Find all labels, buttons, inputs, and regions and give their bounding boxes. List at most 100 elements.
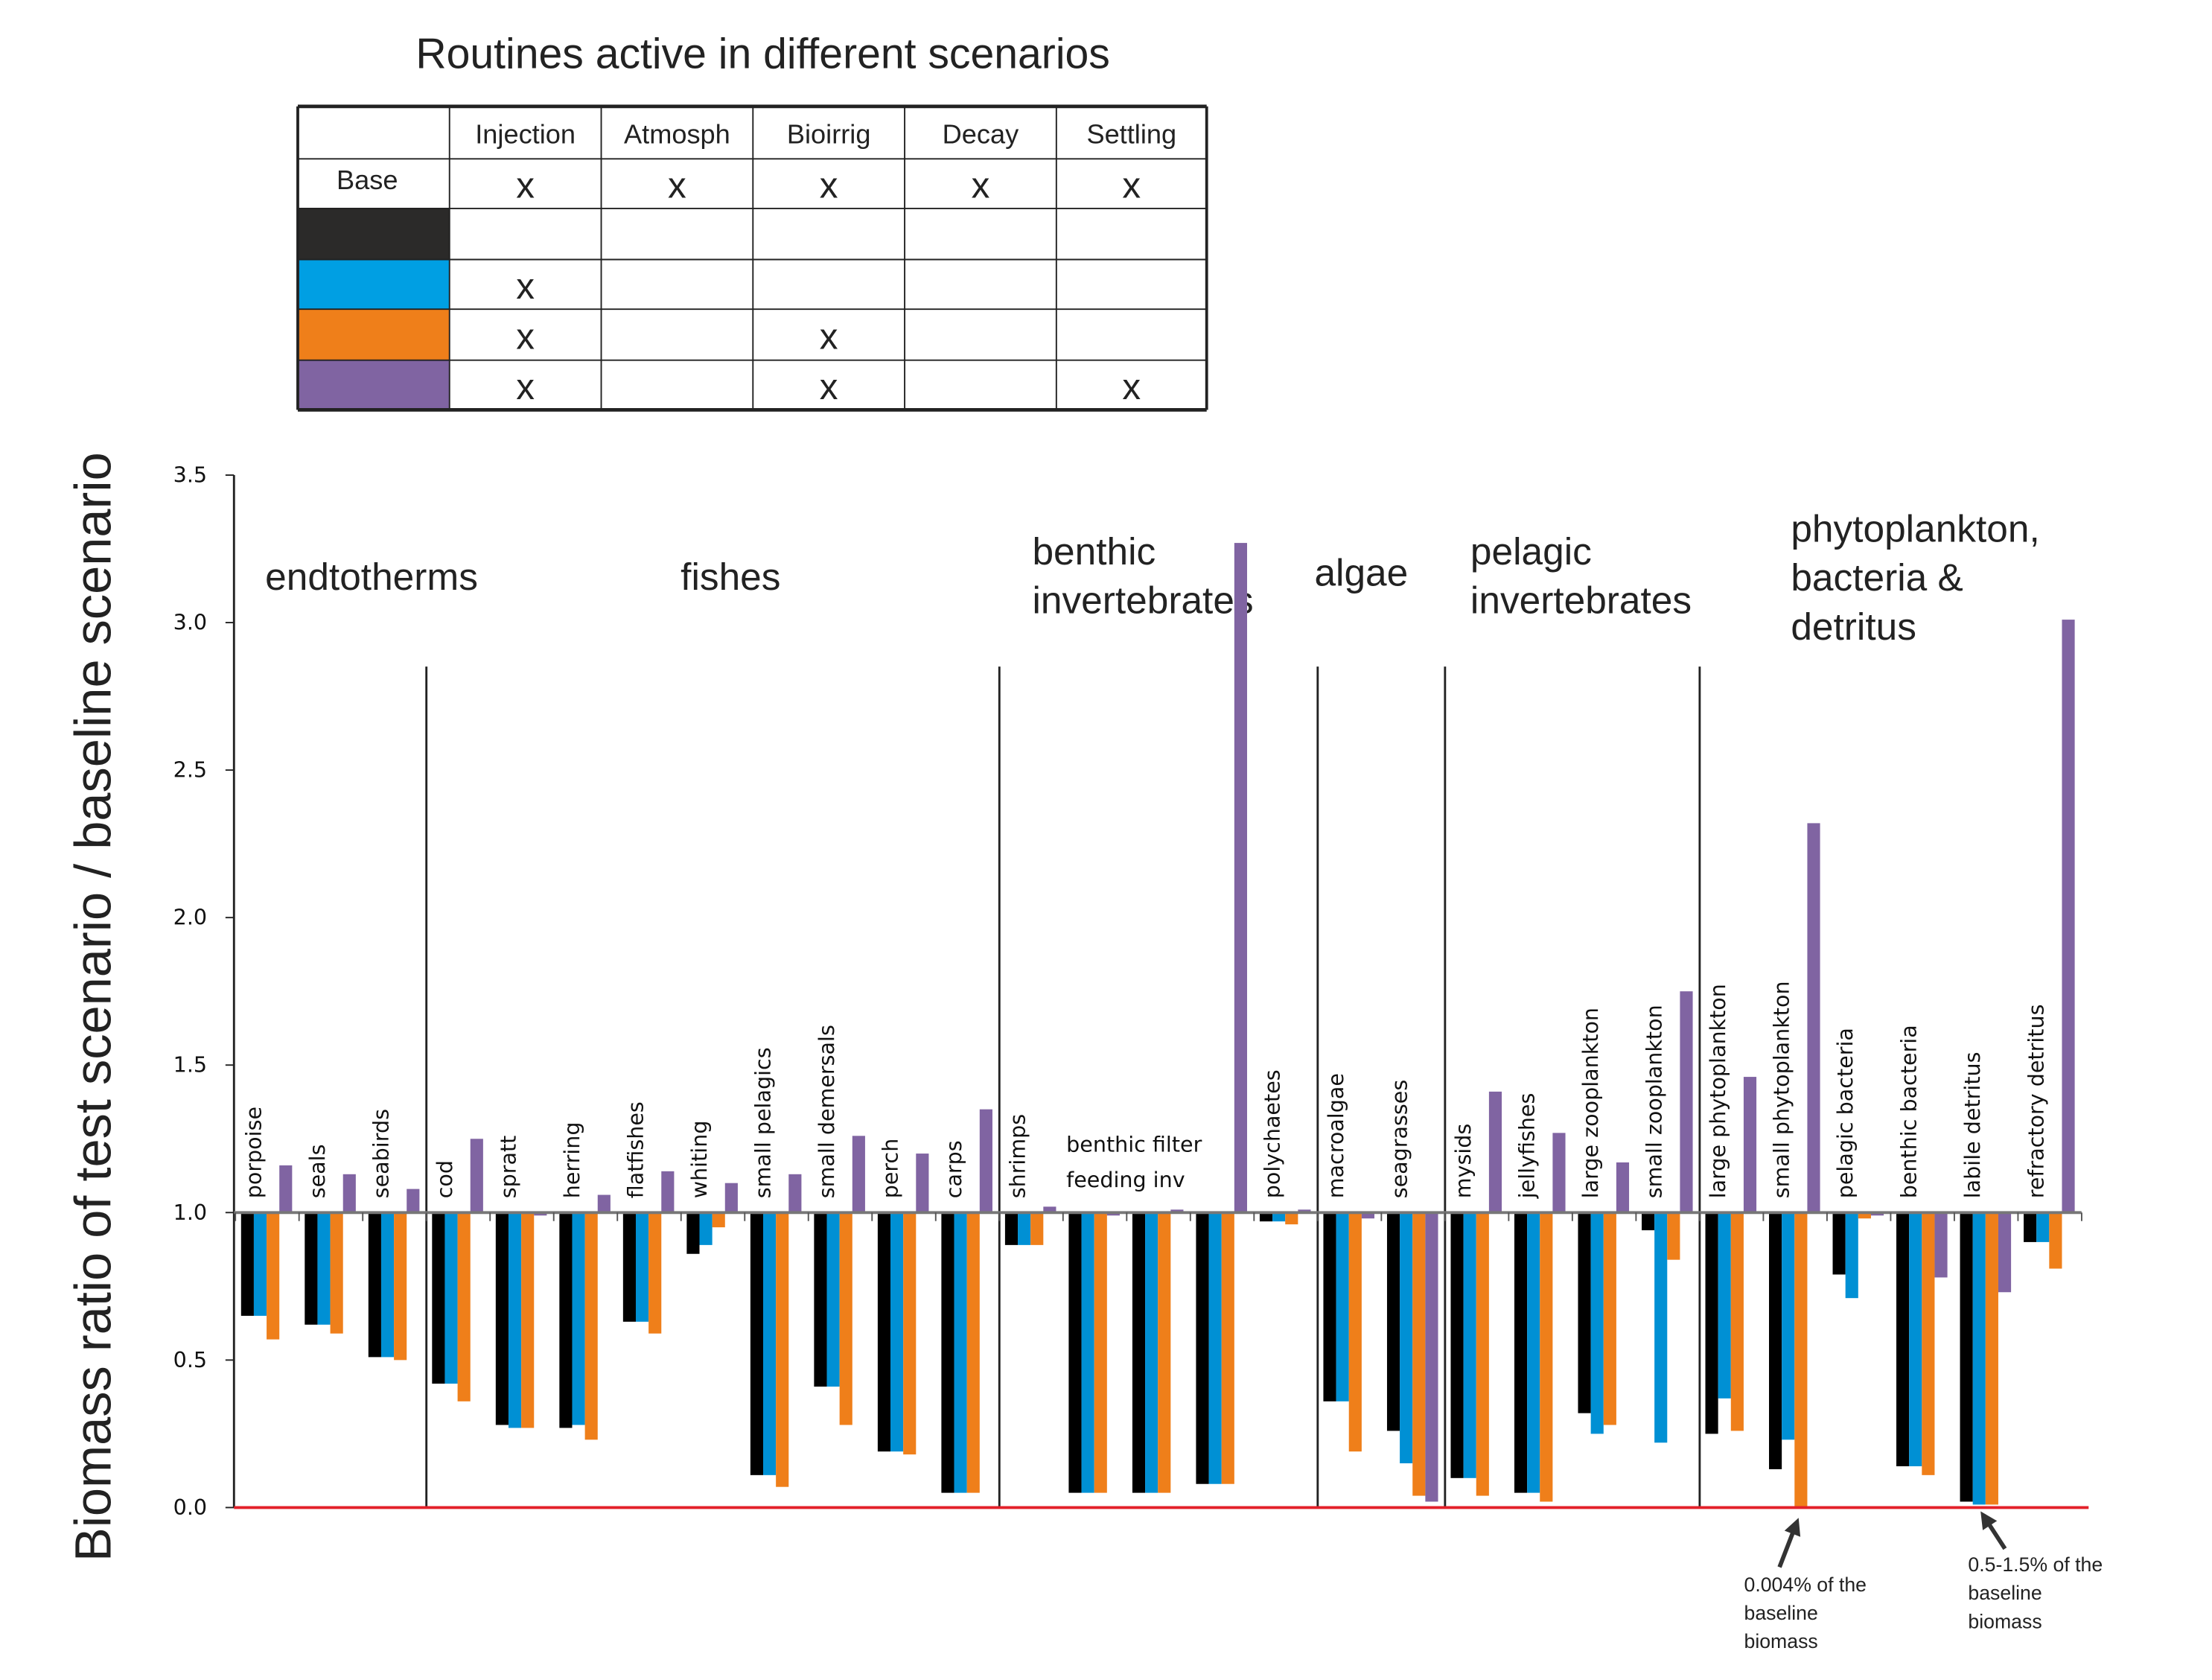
bar-labile-detritus-series-3 bbox=[1985, 1212, 1998, 1505]
bar-small-zooplankton-series-3 bbox=[1667, 1212, 1680, 1260]
category-label: seagrasses bbox=[1387, 1080, 1412, 1198]
bar-perch-series-2 bbox=[890, 1212, 904, 1452]
bar-shrimps-series-4 bbox=[1043, 1206, 1056, 1213]
bar-group-15-series-4 bbox=[1234, 543, 1247, 1213]
bar-carps-series-4 bbox=[979, 1109, 992, 1213]
category-label: polychaetes bbox=[1260, 1069, 1285, 1198]
bar-perch-series-3 bbox=[903, 1212, 917, 1455]
bar-refractory-detritus-series-1 bbox=[2024, 1212, 2037, 1242]
bar-seals-series-2 bbox=[317, 1212, 331, 1325]
bar-benthic-bacteria-series-3 bbox=[1922, 1212, 1935, 1475]
table-check-mark: x bbox=[972, 165, 990, 206]
bar-seals-series-1 bbox=[305, 1212, 318, 1325]
bar-porpoise-series-4 bbox=[279, 1165, 293, 1213]
bar-spratt-series-4 bbox=[534, 1212, 547, 1216]
y-tick-label: 0.0 bbox=[173, 1495, 207, 1520]
category-label: carps bbox=[941, 1140, 966, 1198]
bar-spratt-series-3 bbox=[521, 1212, 535, 1428]
table-header-atmosph: Atmosph bbox=[624, 118, 730, 149]
bar-cod-series-4 bbox=[470, 1139, 483, 1213]
bar-polychaetes-series-2 bbox=[1272, 1212, 1286, 1222]
y-tick-label: 3.0 bbox=[173, 610, 207, 635]
bar-benthic-bacteria-series-1 bbox=[1896, 1212, 1910, 1466]
bar-mysids-series-4 bbox=[1488, 1091, 1502, 1213]
bar-small-demersals-series-3 bbox=[839, 1212, 852, 1425]
bar-whiting-series-4 bbox=[724, 1183, 738, 1213]
bar-small-phytoplankton-series-1 bbox=[1769, 1212, 1782, 1469]
table-check-mark: x bbox=[820, 165, 838, 206]
bar-flatfishes-series-4 bbox=[661, 1171, 675, 1213]
y-tick-label: 2.0 bbox=[173, 905, 207, 930]
table-check-mark: x bbox=[516, 316, 535, 357]
bar-small-demersals-series-4 bbox=[852, 1136, 865, 1213]
bar-benthic-bacteria-series-4 bbox=[1934, 1212, 1948, 1278]
annotation-text: 0.004% of the bbox=[1744, 1574, 1867, 1596]
bar-small-demersals-series-1 bbox=[814, 1212, 827, 1387]
y-tick-label: 2.5 bbox=[173, 757, 207, 783]
y-tick-label: 3.5 bbox=[173, 462, 207, 488]
category-label: mysids bbox=[1450, 1124, 1476, 1199]
category-label: seals bbox=[305, 1145, 330, 1199]
bar-perch-series-1 bbox=[877, 1212, 891, 1452]
bar-benthic-bacteria-series-2 bbox=[1909, 1212, 1922, 1466]
bar-herring-series-1 bbox=[559, 1212, 573, 1428]
plot-area: 0.0 0.5 1.0 1.5 2.0 2.5 3.0 3.5 endtotherms fishe… bbox=[173, 462, 2103, 1652]
category-label: large phytoplankton bbox=[1705, 984, 1730, 1198]
bar-seals-series-4 bbox=[342, 1174, 356, 1213]
y-tick-label: 1.0 bbox=[173, 1200, 207, 1225]
y-tick-label: 1.5 bbox=[173, 1052, 207, 1078]
table-header-bioirrig: Bioirrig bbox=[787, 118, 871, 149]
bar-small-pelagics-series-4 bbox=[788, 1174, 802, 1213]
bar-large-zooplankton-series-3 bbox=[1603, 1212, 1616, 1425]
bar-pelagic-bacteria-series-1 bbox=[1832, 1212, 1846, 1275]
bar-large-phytoplankton-series-3 bbox=[1730, 1212, 1744, 1431]
table-header-settling: Settling bbox=[1086, 118, 1176, 149]
bar-group-15-series-2 bbox=[1208, 1212, 1222, 1484]
section-label: invertebrates bbox=[1032, 579, 1253, 622]
bar-seabirds-series-2 bbox=[380, 1212, 395, 1358]
bar-herring-series-4 bbox=[597, 1194, 611, 1213]
bar-group-14-series-3 bbox=[1158, 1212, 1171, 1493]
bar-group-14-series-1 bbox=[1132, 1212, 1146, 1493]
bar-small-pelagics-series-1 bbox=[750, 1212, 764, 1475]
bar-group-14-series-2 bbox=[1145, 1212, 1158, 1493]
section-label: endtotherms bbox=[265, 555, 478, 598]
category-label: porpoise bbox=[240, 1107, 266, 1198]
annotation-text: biomass bbox=[1744, 1630, 1817, 1652]
bar-flatfishes-series-1 bbox=[622, 1212, 636, 1322]
bar-spratt-series-2 bbox=[508, 1212, 522, 1428]
bar-perch-series-4 bbox=[916, 1154, 929, 1213]
category-label: large zooplankton bbox=[1578, 1008, 1603, 1198]
bar-pelagic-bacteria-series-2 bbox=[1845, 1212, 1858, 1299]
bar-herring-series-2 bbox=[572, 1212, 585, 1425]
bar-macroalgae-series-2 bbox=[1336, 1212, 1349, 1401]
bar-shrimps-series-1 bbox=[1004, 1212, 1019, 1245]
bar-polychaetes-series-1 bbox=[1259, 1212, 1273, 1222]
bar-group-15-series-1 bbox=[1196, 1212, 1209, 1484]
bar-small-pelagics-series-3 bbox=[776, 1212, 789, 1487]
annotation-text: baseline bbox=[1968, 1582, 2042, 1604]
table-check-mark: x bbox=[1122, 366, 1141, 407]
bar-porpoise-series-3 bbox=[267, 1212, 280, 1340]
bar-macroalgae-series-3 bbox=[1348, 1212, 1362, 1452]
table-header-decay: Decay bbox=[943, 118, 1019, 149]
table-header-injection: Injection bbox=[475, 118, 576, 149]
bar-spratt-series-1 bbox=[495, 1212, 509, 1425]
bar-small-demersals-series-2 bbox=[826, 1212, 840, 1387]
bar-shrimps-series-2 bbox=[1018, 1212, 1031, 1245]
table-check-mark: x bbox=[820, 366, 838, 407]
bar-small-zooplankton-series-4 bbox=[1680, 991, 1693, 1213]
bar-carps-series-3 bbox=[966, 1212, 980, 1493]
bar-seabirds-series-1 bbox=[368, 1212, 381, 1358]
bar-seagrasses-series-1 bbox=[1386, 1212, 1400, 1431]
category-label: small demersals bbox=[814, 1025, 839, 1198]
table-check-mark: x bbox=[820, 316, 838, 357]
category-label: jellyfishes bbox=[1514, 1093, 1540, 1200]
bar-large-zooplankton-series-2 bbox=[1590, 1212, 1604, 1434]
bar-shrimps-series-3 bbox=[1030, 1212, 1044, 1245]
category-label: cod bbox=[432, 1160, 457, 1198]
table-check-mark: x bbox=[516, 165, 535, 206]
bar-group-13-series-3 bbox=[1094, 1212, 1107, 1493]
section-label: bacteria & bbox=[1791, 556, 1963, 599]
